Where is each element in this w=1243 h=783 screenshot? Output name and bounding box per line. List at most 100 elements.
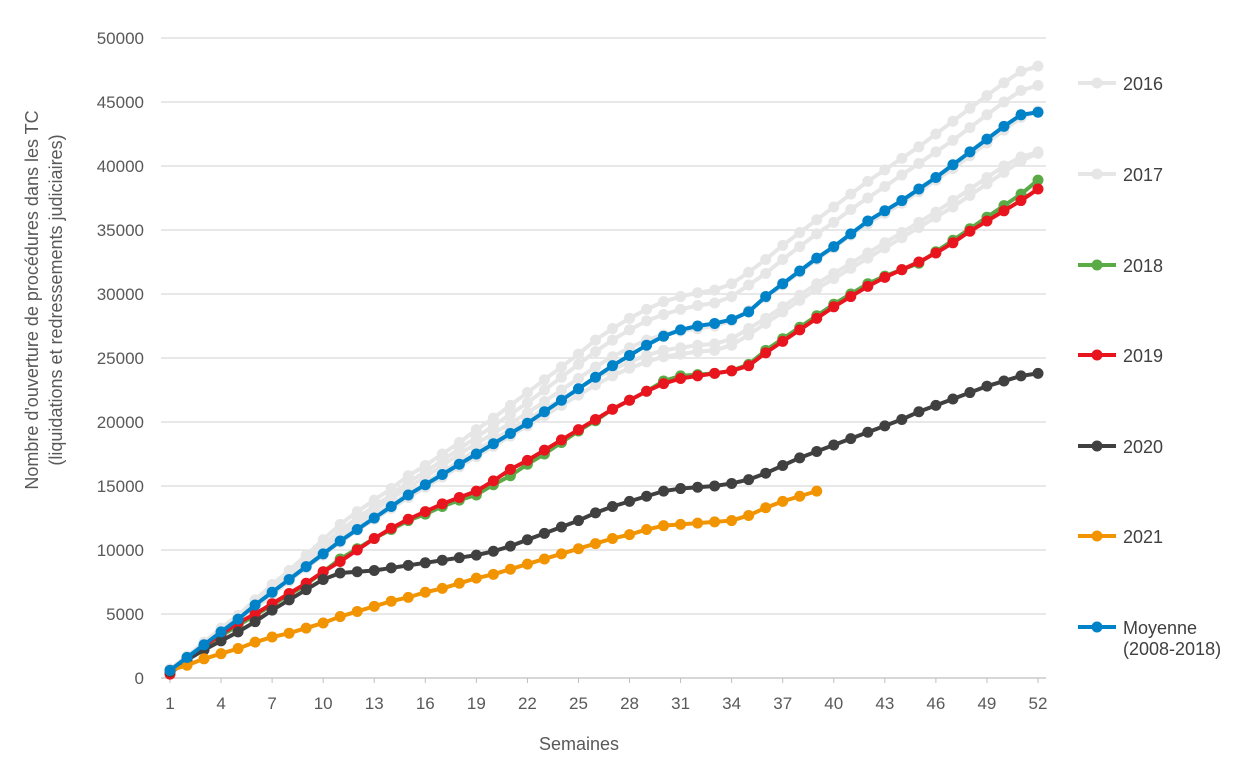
series-2021-point xyxy=(555,548,567,560)
background-year-5-point xyxy=(675,348,687,360)
background-year-5-point xyxy=(726,339,738,351)
series-2020-point xyxy=(879,420,891,432)
legend-2020-label: 2020 xyxy=(1123,437,1163,457)
series-2019-point xyxy=(811,312,823,324)
legend-2018-label: 2018 xyxy=(1123,256,1163,276)
series-moyenne-point xyxy=(555,394,567,406)
series-2021-point xyxy=(198,653,210,665)
background-year-1-point xyxy=(1015,65,1027,77)
y-tick-label: 15000 xyxy=(97,477,144,496)
series-2020-point xyxy=(589,507,601,519)
background-year-1-point xyxy=(641,303,653,315)
y-tick-label: 0 xyxy=(135,669,144,688)
series-2019-point xyxy=(726,365,738,377)
background-year-1-point xyxy=(913,141,925,153)
background-year-1-point xyxy=(845,188,857,200)
background-year-1-point xyxy=(538,374,550,386)
series-2021-point xyxy=(453,577,465,589)
background-year-1-point xyxy=(521,387,533,399)
x-tick-label: 37 xyxy=(773,694,792,713)
background-year-5-point xyxy=(777,306,789,318)
series-moyenne-point xyxy=(743,306,755,318)
background-year-1-point xyxy=(998,77,1010,89)
series-2020-point xyxy=(317,573,329,585)
background-year-5-point xyxy=(896,232,908,244)
series-2021-point xyxy=(419,586,431,598)
background-year-2-point xyxy=(726,291,738,303)
y-tick-label: 25000 xyxy=(97,349,144,368)
background-series xyxy=(164,60,1044,677)
y-tick-label: 5000 xyxy=(106,605,144,624)
background-year-2-point xyxy=(504,408,516,420)
background-year-1-point xyxy=(624,312,636,324)
background-year-1-point xyxy=(930,128,942,140)
series-moyenne-line xyxy=(168,110,1039,672)
series-2019-point xyxy=(964,225,976,237)
series-2019-point xyxy=(589,413,601,425)
series-moyenne-point xyxy=(811,252,823,264)
series-moyenne-point xyxy=(334,535,346,547)
series-2019-point xyxy=(419,506,431,518)
background-year-1-point xyxy=(658,296,670,308)
series-moyenne-point xyxy=(300,561,312,573)
series-moyenne-point xyxy=(709,317,721,329)
series-moyenne-point xyxy=(317,548,329,560)
series-2020-point xyxy=(1015,370,1027,382)
series-2020-line xyxy=(168,371,1039,674)
series-moyenne-point xyxy=(760,291,772,303)
series-2020-point xyxy=(607,500,619,512)
x-tick-label: 10 xyxy=(314,694,333,713)
series-moyenne-point xyxy=(470,448,482,460)
series-2021-point xyxy=(232,643,244,655)
series-2020-point xyxy=(504,540,516,552)
series-2020-point xyxy=(368,564,380,576)
background-year-2-point xyxy=(913,157,925,169)
series-2020-point xyxy=(521,534,533,546)
series-2019-point xyxy=(624,394,636,406)
background-year-2-point xyxy=(845,204,857,216)
series-2019-point xyxy=(947,237,959,249)
series-2019-point xyxy=(998,205,1010,217)
background-year-2-point xyxy=(658,308,670,320)
series-2019-point xyxy=(385,522,397,534)
series-2020-point xyxy=(334,567,346,579)
series-moyenne-point xyxy=(572,383,584,395)
background-year-5-point xyxy=(607,370,619,382)
background-year-2-point xyxy=(521,397,533,409)
background-year-2-point xyxy=(879,180,891,192)
background-year-2-point xyxy=(641,315,653,327)
background-year-1-point xyxy=(743,266,755,278)
series-2021-point xyxy=(743,509,755,521)
legend-2019-swatch-marker xyxy=(1091,349,1103,361)
series-2021-line xyxy=(169,489,818,673)
series-moyenne-point xyxy=(913,183,925,195)
y-axis-title-line2: (liquidations et redressements judiciair… xyxy=(46,134,66,465)
grid xyxy=(161,37,1046,683)
series-2019-point xyxy=(1032,183,1044,195)
background-year-2-point xyxy=(998,96,1010,108)
series-moyenne-point xyxy=(402,489,414,501)
series-2018-line xyxy=(168,178,1040,675)
background-year-5-point xyxy=(1015,155,1027,167)
series-moyenne-point xyxy=(692,320,704,332)
series-moyenne-point xyxy=(930,172,942,184)
background-year-1-point xyxy=(777,239,789,251)
series-2020-point xyxy=(811,445,823,457)
series-moyenne-point xyxy=(453,458,465,470)
series-2021-point xyxy=(726,515,738,527)
series-moyenne-point xyxy=(777,278,789,290)
series-moyenne-point xyxy=(828,241,840,253)
background-year-5-point xyxy=(862,252,874,264)
series-2020-point xyxy=(930,399,942,411)
background-year-1-point xyxy=(947,115,959,127)
background-year-5-point xyxy=(913,221,925,233)
series-2021-point xyxy=(794,490,806,502)
series-2019-point xyxy=(692,370,704,382)
series-2019-point xyxy=(334,556,346,568)
series-2020-point xyxy=(896,413,908,425)
series-2019-point xyxy=(607,403,619,415)
background-year-1-point xyxy=(879,164,891,176)
x-tick-label: 4 xyxy=(216,694,225,713)
series-2019-point xyxy=(317,566,329,578)
series-moyenne-point xyxy=(964,146,976,158)
